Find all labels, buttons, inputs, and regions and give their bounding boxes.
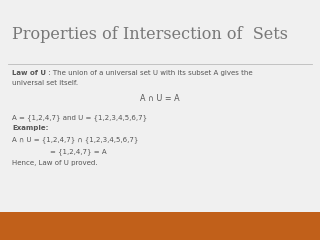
Text: A ∩ U = {1,2,4,7} ∩ {1,2,3,4,5,6,7}: A ∩ U = {1,2,4,7} ∩ {1,2,3,4,5,6,7} (12, 136, 139, 143)
Text: Example:: Example: (12, 125, 49, 132)
Bar (0, 212, 320, 240)
Text: = {1,2,4,7} = A: = {1,2,4,7} = A (50, 148, 106, 155)
Text: universal set itself.: universal set itself. (12, 80, 78, 86)
Text: Law of U: Law of U (12, 70, 46, 76)
Text: Hence, Law of U proved.: Hence, Law of U proved. (12, 160, 98, 166)
Text: A = {1,2,4,7} and U = {1,2,3,4,5,6,7}: A = {1,2,4,7} and U = {1,2,3,4,5,6,7} (12, 114, 147, 121)
Text: Properties of Intersection of  Sets: Properties of Intersection of Sets (12, 26, 288, 43)
Text: A ∩ U = A: A ∩ U = A (140, 94, 180, 103)
Text: : The union of a universal set U with its subset A gives the: : The union of a universal set U with it… (46, 70, 253, 76)
